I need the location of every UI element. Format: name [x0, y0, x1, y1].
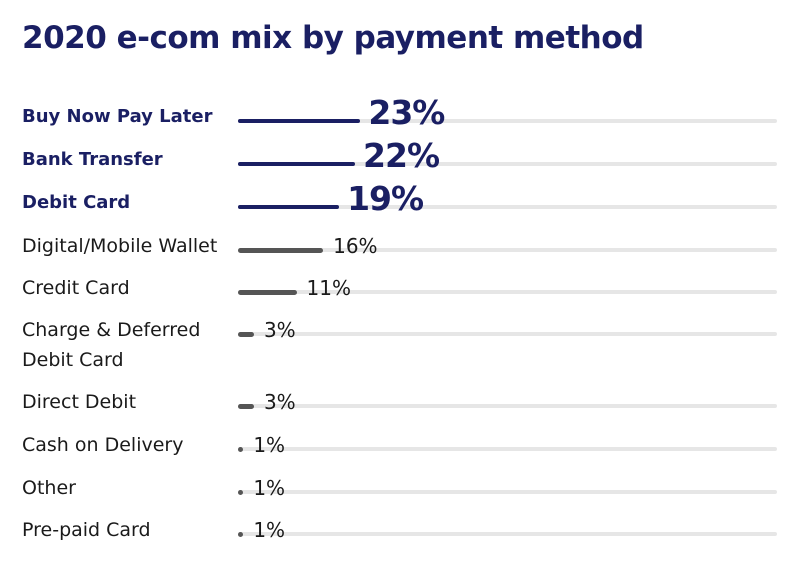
chart-title: 2020 e-com mix by payment method [22, 20, 644, 56]
bar [238, 162, 356, 166]
bar-track [238, 162, 777, 166]
bar [238, 489, 244, 495]
category-label: Cash on Delivery [22, 434, 184, 456]
category-label: Digital/Mobile Wallet [22, 235, 218, 257]
bar-track [238, 332, 777, 336]
bar-track [238, 490, 777, 494]
category-label: Bank Transfer [22, 149, 163, 170]
data-label: 3% [263, 390, 296, 414]
category-label: Direct Debit [22, 391, 137, 413]
data-label: 1% [253, 518, 286, 542]
bar-track [238, 205, 777, 209]
category-label: Other [22, 477, 76, 499]
data-label: 3% [263, 318, 296, 342]
bar [238, 531, 244, 537]
bar [238, 331, 254, 337]
data-label: 1% [253, 476, 286, 500]
data-label: 23% [368, 93, 445, 132]
bar [238, 403, 254, 409]
bar-track [238, 532, 777, 536]
bar-track [238, 119, 777, 123]
bar [238, 446, 244, 452]
category-label: Debit Card [22, 192, 131, 213]
bar [238, 247, 324, 253]
data-label: 22% [363, 136, 440, 175]
data-label: 11% [306, 276, 351, 300]
bar-track [238, 447, 777, 451]
category-label: Charge & Deferred Debit Card [22, 319, 201, 371]
category-label: Pre-paid Card [22, 519, 151, 541]
bar [238, 119, 361, 123]
bar-track [238, 290, 777, 294]
bar-track [238, 404, 777, 408]
data-label: 19% [347, 179, 424, 218]
category-label: Buy Now Pay Later [22, 106, 213, 127]
bar-track [238, 248, 777, 252]
bar [238, 205, 340, 209]
data-label: 1% [253, 433, 286, 457]
category-label: Credit Card [22, 277, 130, 299]
bar [238, 289, 297, 295]
data-label: 16% [333, 234, 378, 258]
